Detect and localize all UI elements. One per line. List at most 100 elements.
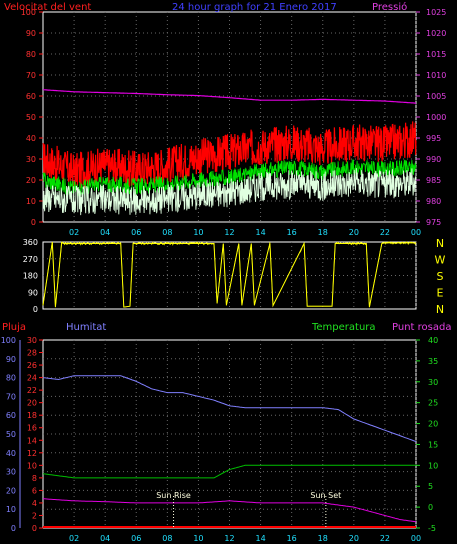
tick-label: 20 bbox=[349, 534, 359, 543]
compass-letter: W bbox=[435, 254, 446, 267]
humidity-label: Humitat bbox=[66, 322, 106, 333]
tick-label: 270 bbox=[23, 255, 38, 264]
tick-label: 10 bbox=[27, 461, 37, 470]
tick-label: -5 bbox=[428, 524, 436, 533]
humidity-ticks: 0 10 20 30 40 50 60 70 80 90 100 bbox=[1, 336, 21, 533]
tick-label: 16 bbox=[287, 228, 297, 237]
tick-label: 90 bbox=[26, 29, 36, 38]
humidity-series bbox=[42, 375, 417, 528]
tick-label: 28 bbox=[27, 349, 37, 358]
tick-label: 16 bbox=[287, 534, 297, 543]
compass-letter: S bbox=[437, 270, 444, 283]
tick-label: 1000 bbox=[426, 113, 446, 122]
tick-label: 06 bbox=[131, 534, 141, 543]
tick-label: 6 bbox=[32, 486, 37, 495]
tick-label: 12 bbox=[224, 228, 234, 237]
tick-label: 100 bbox=[1, 336, 16, 345]
tick-label: 4 bbox=[32, 499, 37, 508]
sun-annotations: Sun Rise Sun Set bbox=[156, 491, 341, 528]
tick-label: 04 bbox=[100, 534, 110, 543]
direction-series bbox=[42, 241, 417, 308]
tick-label: 1020 bbox=[426, 29, 446, 38]
tick-label: 16 bbox=[27, 424, 37, 433]
tick-label: 1025 bbox=[426, 8, 446, 17]
tick-label: 24 bbox=[27, 374, 37, 383]
compass-letter: N bbox=[436, 237, 444, 250]
wind-grid bbox=[43, 12, 417, 222]
tick-label: 8 bbox=[32, 474, 37, 483]
tick-label: 990 bbox=[426, 155, 441, 164]
tick-label: 70 bbox=[26, 71, 36, 80]
tick-label: 08 bbox=[162, 228, 172, 237]
tick-label: 18 bbox=[318, 228, 328, 237]
tick-label: 70 bbox=[6, 392, 16, 401]
tick-label: 20 bbox=[349, 228, 359, 237]
tick-label: 12 bbox=[27, 449, 37, 458]
temperature-line bbox=[42, 464, 416, 479]
tick-label: 22 bbox=[380, 534, 390, 543]
tick-label: 90 bbox=[6, 355, 16, 364]
tick-label: 80 bbox=[6, 374, 16, 383]
tick-label: 30 bbox=[27, 336, 37, 345]
direction-jitter bbox=[42, 241, 417, 308]
tick-label: 14 bbox=[255, 534, 265, 543]
tick-label: 180 bbox=[23, 272, 38, 281]
tick-label: 02 bbox=[69, 228, 79, 237]
tick-label: 80 bbox=[26, 50, 36, 59]
tick-label: 30 bbox=[26, 155, 36, 164]
tick-label: 50 bbox=[26, 113, 36, 122]
tick-label: 10 bbox=[193, 228, 203, 237]
compass-letter: N bbox=[436, 303, 444, 316]
tick-label: 18 bbox=[27, 411, 37, 420]
gust-line bbox=[42, 121, 417, 189]
tick-label: 00 bbox=[411, 534, 421, 543]
tick-label: 0 bbox=[11, 524, 16, 533]
tick-label: 18 bbox=[318, 534, 328, 543]
tick-label: 06 bbox=[131, 228, 141, 237]
tick-label: 2 bbox=[32, 511, 37, 520]
tick-label: 40 bbox=[6, 449, 16, 458]
tick-label: 1015 bbox=[426, 50, 446, 59]
tick-label: 20 bbox=[6, 486, 16, 495]
tick-label: 995 bbox=[426, 134, 441, 143]
humidity-grid bbox=[43, 340, 417, 528]
wind-series bbox=[42, 89, 417, 216]
tick-label: 10 bbox=[26, 197, 36, 206]
tick-label: 10 bbox=[6, 505, 16, 514]
tick-label: 1010 bbox=[426, 71, 446, 80]
tick-label: 90 bbox=[28, 288, 38, 297]
sun-label: Sun Set bbox=[310, 491, 341, 500]
tick-label: 35 bbox=[428, 357, 438, 366]
tick-label: 14 bbox=[27, 436, 37, 445]
tick-label: 0 bbox=[428, 503, 433, 512]
temperature-ticks: -5 0 5 10 15 20 25 30 35 40 bbox=[416, 336, 438, 533]
tick-label: 12 bbox=[224, 534, 234, 543]
tick-label: 14 bbox=[255, 228, 265, 237]
tick-label: 04 bbox=[100, 228, 110, 237]
sun-label: Sun Rise bbox=[156, 491, 191, 500]
wind-speed-ticks: 0 10 20 30 40 50 60 70 80 90 100 bbox=[21, 8, 43, 227]
tick-label: 15 bbox=[428, 440, 438, 449]
tick-label: 1005 bbox=[426, 92, 446, 101]
tick-label: 5 bbox=[428, 482, 433, 491]
dewpoint-label: Punt rosada bbox=[392, 322, 451, 333]
temperature-label: Temperatura bbox=[311, 322, 376, 333]
tick-label: 975 bbox=[426, 218, 441, 227]
tick-label: 26 bbox=[27, 361, 37, 370]
tick-label: 0 bbox=[31, 218, 36, 227]
tick-label: 20 bbox=[26, 176, 36, 185]
tick-label: 25 bbox=[428, 399, 438, 408]
compass-letter: E bbox=[437, 287, 444, 300]
pressure-label: Pressió bbox=[372, 1, 407, 13]
direction-degree-ticks: 0 90 180 270 360 bbox=[23, 238, 38, 314]
tick-label: 50 bbox=[6, 430, 16, 439]
tick-label: 08 bbox=[162, 534, 172, 543]
wind-time-ticks: 02 04 06 08 10 12 14 16 18 20 22 00 bbox=[69, 228, 421, 237]
tick-label: 360 bbox=[23, 238, 38, 247]
humidity-line bbox=[42, 375, 417, 442]
